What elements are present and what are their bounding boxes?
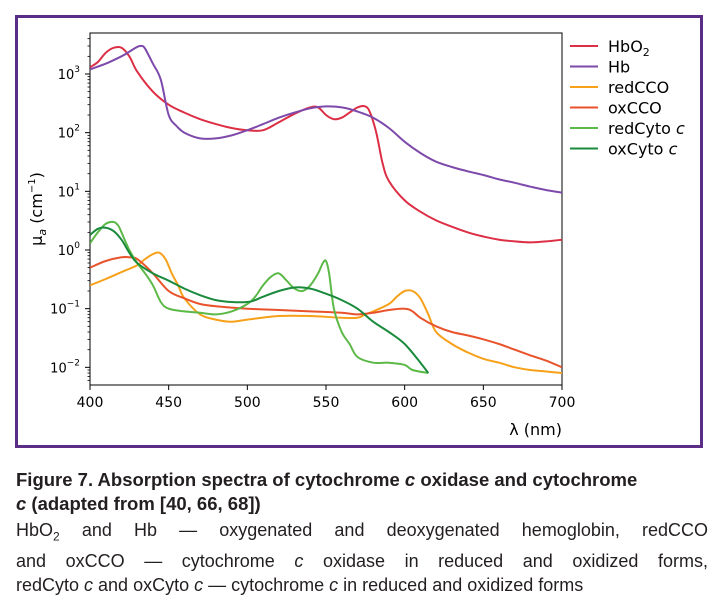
caption-line-3: redCyto c and oxCyto c — cytochrome c in… <box>16 574 584 595</box>
caption-line-1: HbO2 and Hb — oxygenated and deoxygenate… <box>16 520 708 544</box>
legend-label: redCCO <box>608 78 669 97</box>
series-line-hb <box>90 44 562 194</box>
x-tick-label: 600 <box>391 395 418 411</box>
y-axis-label: μa (cm−1) <box>27 172 49 246</box>
y-tick-label: 101 <box>58 182 80 200</box>
caption-line-2: and oxCCO — cytochrome c oxidase in redu… <box>16 550 708 571</box>
x-axis-label: λ (nm) <box>509 420 562 439</box>
legend-label: oxCyto c <box>608 140 678 159</box>
y-tick-label: 103 <box>58 65 80 83</box>
x-tick-label: 550 <box>313 395 340 411</box>
y-tick-label: 102 <box>58 124 80 142</box>
x-tick-label: 400 <box>77 395 104 411</box>
legend-label: redCyto c <box>608 119 685 138</box>
x-tick-label: 450 <box>155 395 182 411</box>
figure-caption: Figure 7. Absorption spectra of cytochro… <box>16 468 708 597</box>
series-line-redcco <box>90 251 562 374</box>
series-line-oxcco <box>90 255 562 369</box>
series-line-hbo2 <box>90 45 562 244</box>
series-line-redcyto-c <box>90 220 429 374</box>
caption-body: HbO2 and Hb — oxygenated and deoxygenate… <box>16 518 708 597</box>
x-tick-label: 700 <box>549 395 576 411</box>
legend-label: HbO2 <box>608 37 650 59</box>
y-tick-label: 10−1 <box>50 300 80 318</box>
series-line-oxcyto-c <box>90 226 430 374</box>
x-tick-label: 500 <box>234 395 261 411</box>
legend-label: oxCCO <box>608 99 662 118</box>
absorption-chart: 400 450 500 550 600 650 700 10−2 10−1 100 101 102 10… <box>27 32 685 439</box>
caption-title: Figure 7. Absorption spectra of cytochro… <box>16 469 638 514</box>
plot-area-frame <box>89 32 563 386</box>
y-tick-label: 100 <box>58 241 81 259</box>
y-tick-label: 10−2 <box>50 358 80 376</box>
figure-frame: 400 450 500 550 600 650 700 10−2 10−1 100 101 102 10… <box>15 15 703 448</box>
legend-label: Hb <box>608 58 630 77</box>
x-tick-label: 650 <box>470 395 497 411</box>
